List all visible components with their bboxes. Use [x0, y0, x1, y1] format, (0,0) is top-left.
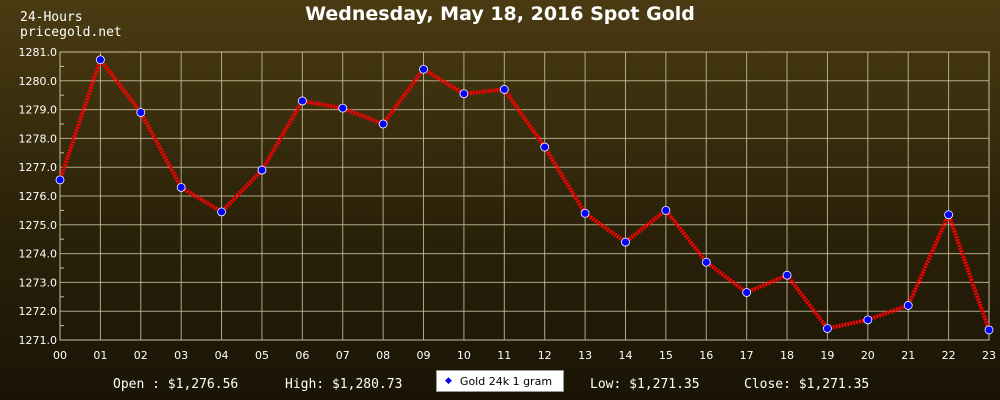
x-tick-label: 08 — [376, 349, 390, 362]
y-tick-label: 1277.0 — [19, 161, 58, 174]
data-point — [136, 108, 146, 117]
data-point — [661, 205, 671, 215]
y-tick-label: 1278.0 — [19, 132, 58, 145]
data-point — [782, 270, 792, 280]
data-point — [540, 142, 550, 152]
data-point — [984, 325, 994, 335]
period-label: 24-Hours — [20, 10, 83, 25]
y-tick-label: 1276.0 — [19, 190, 58, 203]
high-price: High: $1,280.73 — [285, 377, 403, 392]
x-tick-label: 22 — [942, 349, 956, 362]
x-tick-label: 11 — [497, 349, 511, 362]
y-tick-label: 1272.0 — [19, 305, 58, 318]
data-point — [419, 64, 428, 74]
data-point — [297, 96, 307, 106]
close-price: Close: $1,271.35 — [744, 377, 870, 392]
x-axis-ticks: 00 01 02 03 04 05 06 07 08 09 10 11 12 13 14 15 16 17 18 19… — [53, 349, 996, 362]
legend-label: Gold 24k 1 gram — [459, 374, 553, 388]
x-tick-label: 14 — [618, 349, 632, 362]
x-tick-label: 10 — [457, 349, 471, 362]
x-tick-label: 19 — [820, 349, 834, 362]
y-tick-label: 1271.0 — [19, 334, 58, 347]
y-tick-label: 1281.0 — [19, 46, 58, 59]
data-point — [55, 175, 65, 185]
x-tick-label: 12 — [538, 349, 552, 362]
x-tick-label: 07 — [336, 349, 350, 362]
data-point — [217, 207, 226, 217]
low-price: Low: $1,271.35 — [590, 377, 700, 392]
data-point — [823, 324, 832, 333]
x-tick-label: 00 — [53, 349, 67, 362]
x-tick-label: 23 — [982, 349, 996, 362]
data-point — [580, 208, 590, 218]
y-tick-label: 1274.0 — [19, 248, 58, 261]
y-tick-label: 1280.0 — [19, 75, 58, 88]
data-point — [863, 315, 873, 325]
data-point — [257, 165, 267, 175]
x-tick-label: 02 — [134, 349, 148, 362]
x-tick-label: 06 — [295, 349, 309, 362]
chart-legend: ◆ Gold 24k 1 gram — [436, 370, 564, 392]
open-price: Open : $1,276.56 — [113, 377, 239, 392]
x-tick-label: 16 — [699, 349, 713, 362]
y-tick-label: 1279.0 — [19, 104, 58, 117]
y-axis-ticks: 1271.0 1272.0 1273.0 1274.0 1275.0 1276.0 1277… — [19, 46, 58, 347]
x-tick-label: 18 — [780, 349, 794, 362]
x-tick-label: 17 — [740, 349, 754, 362]
data-series — [55, 55, 994, 335]
data-point — [499, 85, 509, 94]
data-point — [742, 288, 752, 297]
x-tick-label: 09 — [417, 349, 431, 362]
data-point — [944, 210, 954, 220]
data-point — [95, 55, 105, 65]
x-tick-label: 04 — [215, 349, 229, 362]
data-point — [701, 257, 711, 267]
x-tick-label: 15 — [659, 349, 673, 362]
legend-marker-icon: ◆ — [445, 376, 452, 386]
x-tick-label: 01 — [93, 349, 107, 362]
x-tick-label: 13 — [578, 349, 592, 362]
data-point — [378, 119, 388, 129]
x-tick-label: 03 — [174, 349, 188, 362]
plot-frame — [59, 51, 990, 341]
site-label: pricegold.net — [20, 25, 122, 40]
x-tick-label: 21 — [901, 349, 915, 362]
y-tick-label: 1275.0 — [19, 219, 58, 232]
x-tick-label: 05 — [255, 349, 269, 362]
data-point — [459, 89, 469, 99]
chart-title: Wednesday, May 18, 2016 Spot Gold — [305, 3, 695, 25]
series-line — [58, 57, 991, 331]
y-tick-label: 1273.0 — [19, 276, 58, 289]
chart-grid — [59, 51, 990, 341]
data-point — [176, 182, 186, 192]
header-corner: 24-Hours pricegold.net — [20, 10, 122, 40]
data-point — [338, 103, 348, 113]
data-point — [621, 237, 630, 247]
data-point — [903, 301, 913, 310]
x-tick-label: 20 — [861, 349, 875, 362]
